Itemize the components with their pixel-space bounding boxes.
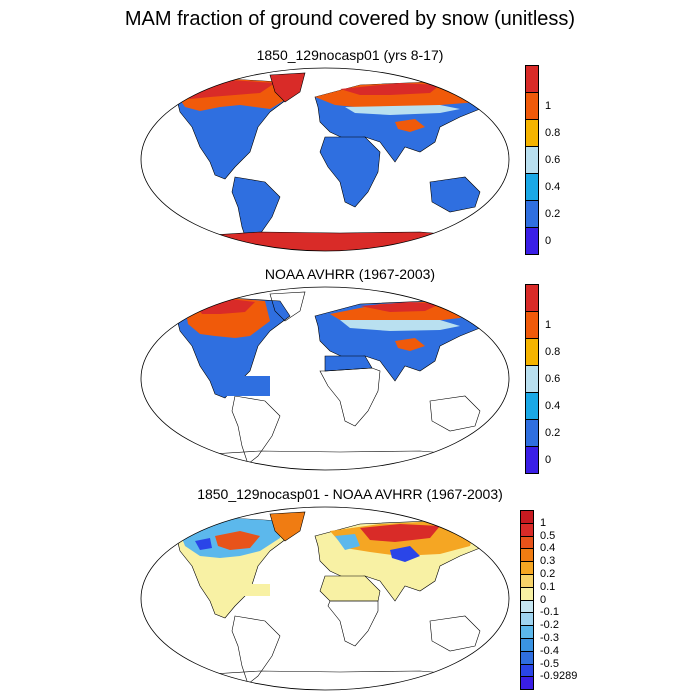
panel-3-title: 1850_129nocasp01 - NOAA AVHRR (1967-2003… [197, 486, 503, 502]
colorbar-box [525, 146, 539, 174]
colorbar-box [525, 173, 539, 201]
south-america-outline [231, 395, 281, 465]
colorbar-box [520, 548, 534, 563]
colorbar-label: 1 [545, 318, 552, 331]
colorbar-label: 0 [540, 593, 547, 606]
africa-land [319, 575, 381, 602]
colorbar-label: 0.4 [545, 399, 561, 412]
colorbar-label: 0.1 [540, 580, 556, 593]
colorbar-label: 0.4 [545, 180, 561, 193]
africa-outline [319, 367, 381, 427]
colorbar-label: 0.3 [540, 555, 556, 568]
africa-outline [327, 600, 379, 647]
panel-2-map [140, 286, 510, 471]
colorbar-box [525, 65, 539, 93]
tibet-snow [395, 119, 425, 132]
colorbar-box [520, 522, 534, 537]
colorbar-label: 0.6 [545, 153, 561, 166]
greenland [269, 511, 306, 542]
colorbar-label: 0.4 [540, 542, 556, 555]
tibet-snow [395, 338, 425, 351]
colorbar-box [520, 612, 534, 627]
colorbar-box [520, 599, 534, 614]
colorbar-box [525, 200, 539, 228]
panel-3-map [140, 506, 510, 691]
colorbar-label: 0.2 [540, 568, 556, 580]
colorbar-box [520, 561, 534, 575]
colorbar-box [525, 227, 539, 255]
colorbar-box [525, 419, 539, 447]
greenland-outline [269, 291, 306, 322]
eurasia-snow-high [340, 83, 440, 95]
colorbar-box [525, 365, 539, 393]
colorbar-label: 0.2 [545, 426, 561, 439]
colorbar-box [520, 638, 534, 652]
colorbar-label: 0.8 [545, 126, 561, 139]
colorbar-box [525, 311, 539, 339]
main-title: MAM fraction of ground covered by snow (… [124, 8, 576, 30]
tibet-diff [390, 546, 420, 562]
colorbar-label: 1 [545, 99, 552, 112]
colorbar-box [525, 338, 539, 366]
panel-1-colorbar: 0 0.2 0.4 0.6 0.8 1 [525, 65, 585, 255]
colorbar-box [525, 284, 539, 312]
panel-1-map [140, 67, 510, 252]
colorbar-label: 1 [540, 516, 547, 529]
colorbar-label: -0.9289 [540, 670, 578, 683]
colorbar-label: -0.3 [540, 632, 559, 644]
colorbar-label: 0.6 [545, 372, 561, 385]
colorbar-box [520, 586, 534, 601]
panel-3-colorbar: -0.9289 -0.5 -0.4 -0.3 -0.2 -0.1 0 0.1 0.2 0.3 0.4… [520, 510, 590, 691]
colorbar-box [520, 535, 534, 550]
colorbar-box [525, 119, 539, 147]
colorbar-label: 0 [545, 234, 552, 247]
eurasia-light-band [340, 320, 460, 331]
colorbar-box [520, 676, 534, 691]
australia-outline [429, 615, 481, 652]
north-america-diff-red [215, 531, 260, 550]
panel-2-title: NOAA AVHRR (1967-2003) [264, 266, 436, 282]
eurasia-light-band [345, 105, 460, 115]
colorbar-label: -0.5 [540, 657, 559, 670]
eurasia-snow-high [360, 302, 440, 312]
north-america-diff-dark [195, 538, 212, 550]
australia-outline [429, 395, 481, 432]
north-america-snow-high [180, 80, 275, 99]
colorbar-label: 0.5 [540, 529, 556, 542]
eurasia-diff-red [360, 524, 440, 542]
antarctica-land [141, 231, 509, 251]
globe-outline [140, 506, 510, 691]
panel-2-colorbar: 0 0.2 0.4 0.6 0.8 1 [525, 284, 585, 474]
colorbar-box [525, 92, 539, 120]
panel-1-title: 1850_129nocasp01 (yrs 8-17) [256, 47, 444, 63]
australia-land [429, 176, 481, 213]
colorbar-label: -0.1 [540, 606, 559, 619]
colorbar-label: -0.2 [540, 619, 559, 632]
colorbar-box [520, 510, 534, 524]
colorbar-label: 0.2 [545, 207, 561, 220]
africa-land [319, 136, 381, 208]
colorbar-box [520, 650, 534, 665]
colorbar-box [520, 663, 534, 678]
eurasia-diff-blue [335, 534, 360, 550]
colorbar-box [520, 574, 534, 588]
colorbar-label: -0.4 [540, 644, 559, 657]
colorbar-box [525, 446, 539, 474]
globe-outline [140, 67, 510, 252]
colorbar-box [520, 625, 534, 639]
colorbar-label: 0.8 [545, 345, 561, 358]
colorbar-box [525, 392, 539, 420]
globe-outline [140, 286, 510, 471]
colorbar-label: 0 [545, 453, 552, 466]
south-america-outline [231, 615, 281, 685]
greenland [269, 72, 306, 103]
